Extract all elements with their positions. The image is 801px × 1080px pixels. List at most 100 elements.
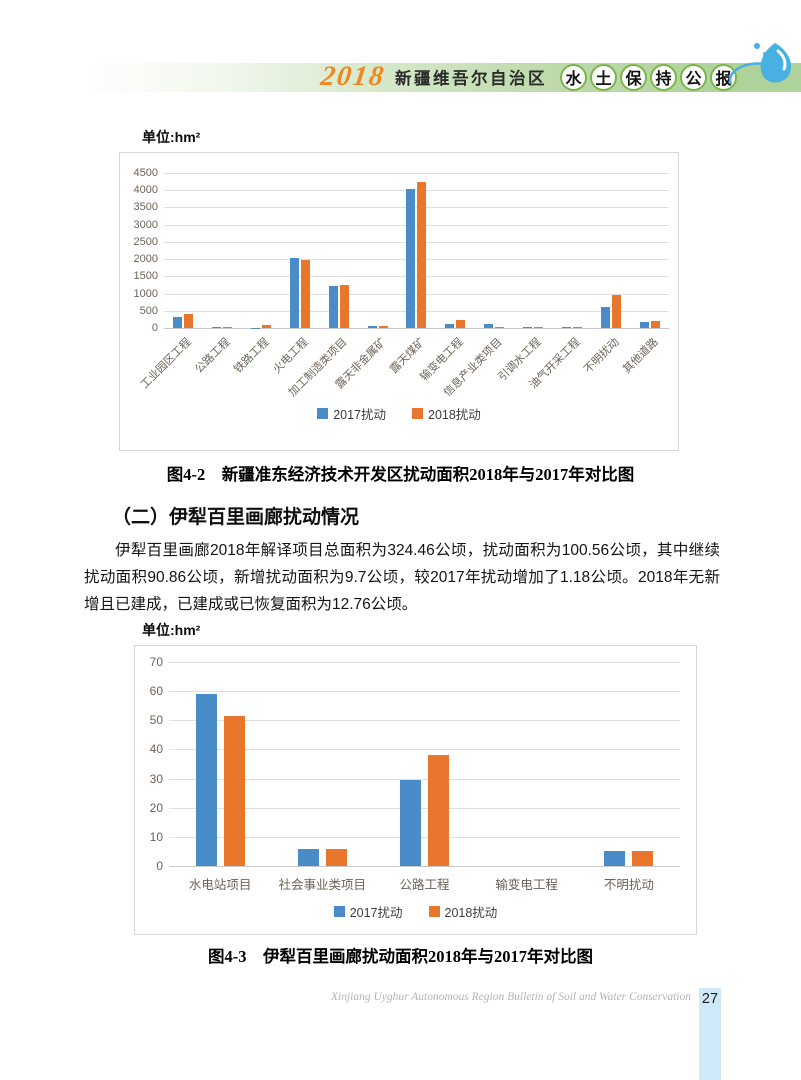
x-axis: 工业园区工程 公路工程 铁路工程 火电工程 加工制造类项目 露天非金属矿 露天煤矿 输变电工程… (139, 334, 669, 406)
header-region-title: 新疆维吾尔自治区 (395, 70, 547, 88)
y-tick-label: 0 (156, 859, 163, 873)
gridline (164, 276, 669, 278)
bar-2018扰动 (495, 326, 505, 328)
bar-group (591, 173, 630, 328)
bar-2018扰动 (223, 715, 245, 866)
legend-label: 2018扰动 (444, 906, 498, 920)
header-title-char: 保 (620, 63, 647, 91)
gridline (164, 293, 669, 295)
bar-group (552, 173, 591, 328)
footer-text: Xinjiang Uyghur Autonomous Region Bullet… (331, 991, 691, 1003)
gridline (164, 190, 669, 192)
bar-2017扰动 (445, 323, 455, 328)
bar-2017扰动 (400, 780, 421, 866)
gridline (169, 691, 680, 693)
y-tick-label: 3000 (133, 218, 158, 231)
bar-2018扰动 (611, 295, 621, 328)
y-tick-label: 1500 (133, 270, 158, 283)
bar-2018扰动 (572, 327, 582, 328)
bar-group (475, 173, 514, 328)
legend-item: 2018扰动 (428, 902, 498, 921)
x-category-label: 不明扰动 (581, 336, 622, 376)
section-heading: （二）伊犁百里画廊扰动情况 (112, 507, 360, 528)
water-drop-logo (728, 43, 792, 85)
gridline (164, 173, 669, 174)
bar-2017扰动 (289, 258, 299, 328)
bar-2018扰动 (223, 326, 233, 328)
legend-swatch (412, 408, 423, 419)
x-category-label: 铁路工程 (232, 336, 272, 376)
bar-2017扰动 (328, 286, 338, 328)
plot-area (164, 173, 669, 329)
bar-2018扰动 (339, 284, 349, 328)
y-axis: 0 500 1000 1500 2000 2500 3000 3500 4000 4500 (120, 167, 158, 334)
legend-label: 2018扰动 (428, 408, 481, 422)
gridline (164, 259, 669, 261)
bar-2018扰动 (534, 327, 544, 328)
header-year: 2018 (318, 61, 388, 92)
y-tick-label: 2000 (133, 253, 158, 266)
body-paragraph: 伊犁百里画廊2018年解译项目总面积为324.46公顷，扰动面积为100.56公… (84, 542, 720, 613)
bar-group (242, 173, 281, 328)
gridline (164, 207, 669, 209)
bar-2017扰动 (195, 694, 217, 866)
gridline (169, 836, 680, 838)
legend-swatch (317, 408, 329, 419)
y-tick-label: 4500 (133, 167, 158, 179)
x-category-label: 不明扰动 (603, 878, 654, 892)
gridline (169, 662, 680, 663)
gridline (169, 749, 680, 751)
y-axis: 0 10 20 30 40 50 60 70 (135, 655, 163, 873)
chart-fig-4-2: 0 500 1000 1500 2000 2500 3000 3500 4000 4500 工业园… (119, 152, 679, 451)
bar-2017扰动 (212, 326, 222, 328)
bar-group (169, 662, 271, 866)
bar-group (397, 173, 436, 328)
x-category-label: 公路工程 (399, 878, 450, 892)
bar-2017扰动 (561, 326, 571, 328)
bar-group (578, 662, 680, 866)
plot-area (169, 662, 680, 867)
y-tick-label: 70 (149, 655, 163, 669)
unit-label-fig-4-2: 单位:hm² (142, 129, 201, 145)
bar-2018扰动 (417, 181, 427, 328)
bar-2018扰动 (456, 320, 466, 328)
bar-2018扰动 (632, 851, 654, 866)
bar-group (358, 173, 397, 328)
y-tick-label: 2500 (133, 235, 158, 248)
page-number-strip: 27 (699, 988, 721, 1080)
bar-group (476, 662, 578, 866)
bar-2017扰动 (367, 326, 377, 328)
figure-caption-4-2: 图4-2 新疆准东经济技术开发区扰动面积2018年与2017年对比图 (166, 465, 635, 484)
y-tick-label: 3500 (133, 201, 158, 214)
gridline (164, 310, 669, 312)
gridline (164, 241, 669, 243)
x-category-label: 工业园区工程 (138, 336, 195, 392)
y-tick-label: 4000 (133, 184, 158, 197)
bar-2018扰动 (428, 755, 449, 866)
bar-group (271, 662, 373, 866)
y-tick-label: 500 (139, 304, 158, 317)
bar-2018扰动 (378, 325, 388, 328)
y-tick-label: 1000 (133, 287, 158, 300)
y-tick-label: 60 (149, 684, 163, 699)
legend-label: 2017扰动 (333, 408, 386, 422)
legend-swatch (333, 906, 345, 917)
page-number: 27 (701, 991, 719, 1007)
bar-2017扰动 (173, 316, 183, 328)
bar-group (373, 662, 475, 866)
bar-group (164, 173, 203, 328)
x-category-label: 输变电工程 (495, 878, 558, 892)
y-tick-label: 30 (149, 771, 163, 786)
bar-2018扰动 (300, 260, 310, 328)
gridline (169, 807, 680, 809)
bar-2017扰动 (484, 324, 494, 328)
gridline (169, 720, 680, 722)
bar-2018扰动 (650, 321, 660, 328)
y-tick-label: 50 (149, 713, 163, 728)
figure-caption-4-3: 图4-3 伊犁百里画廊扰动面积2018年与2017年对比图 (208, 947, 593, 966)
bar-group (203, 173, 242, 328)
legend-item: 2017扰动 (317, 404, 386, 423)
header-title-char: 报 (710, 63, 737, 91)
bar-2018扰动 (184, 314, 194, 328)
